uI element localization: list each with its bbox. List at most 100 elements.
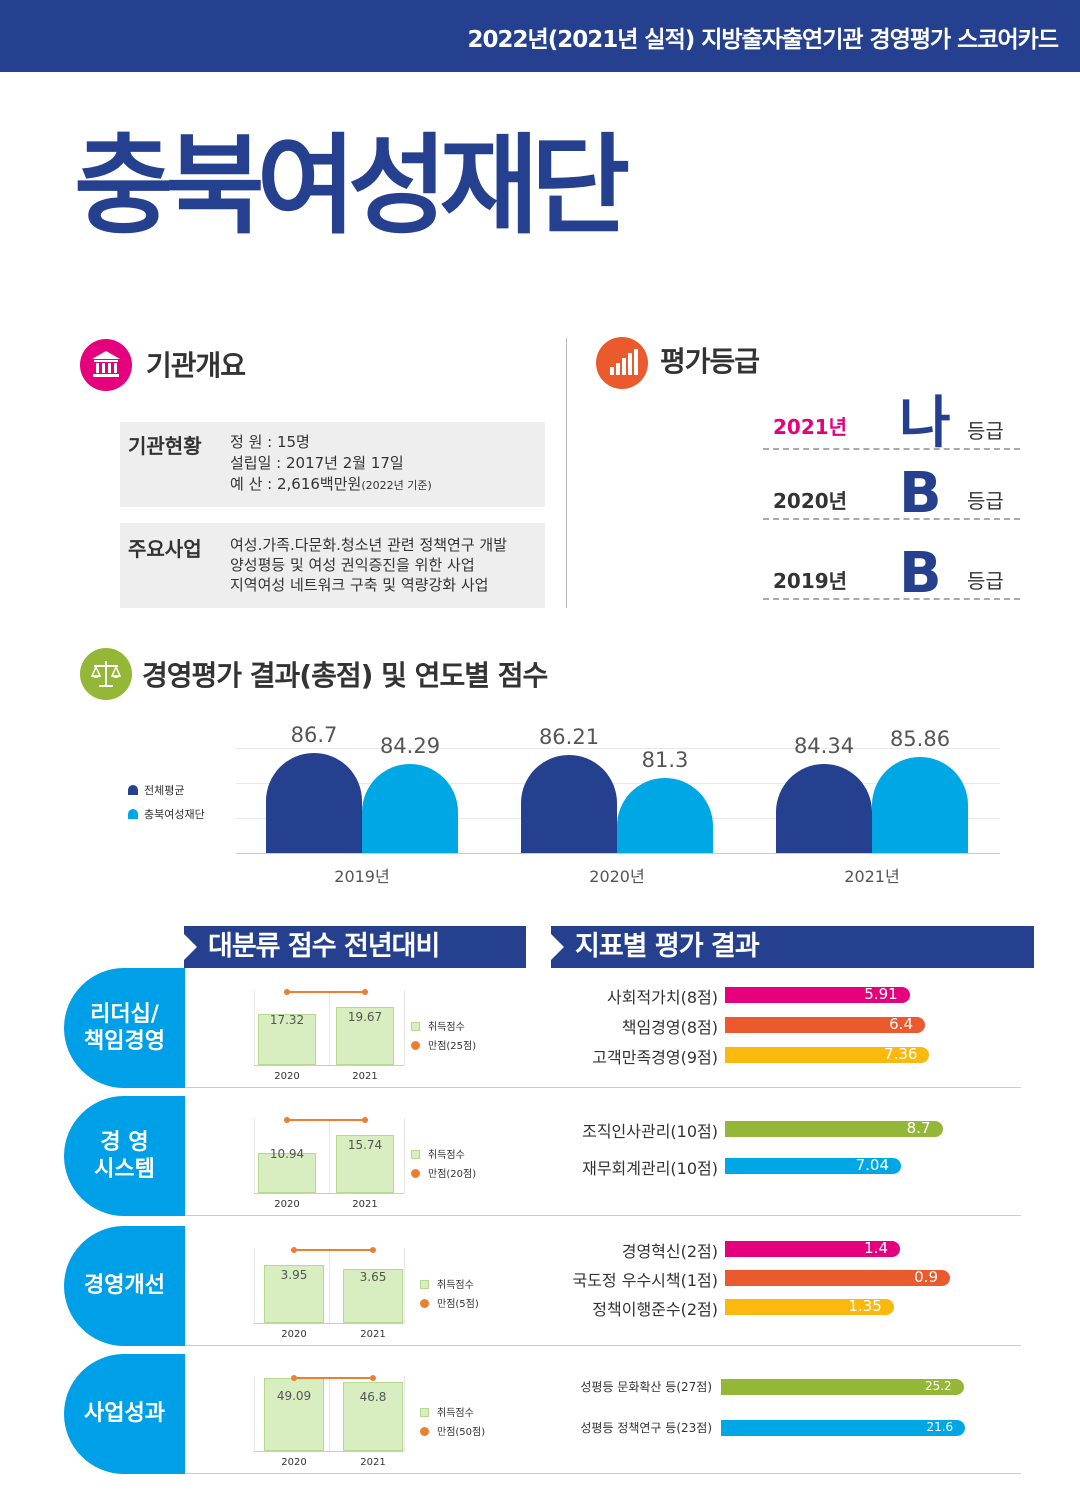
scale-icon (80, 648, 132, 700)
indicator-bar: 1.4 (725, 1239, 900, 1257)
year-label: 2020 (281, 1457, 307, 1468)
year-label: 2021 (360, 1457, 386, 1468)
score-bar (776, 764, 872, 853)
bar-value-label: 81.3 (641, 748, 689, 773)
status-box: 기관현황 정 원 : 15명 설립일 : 2017년 2월 17일 예 산 : … (120, 422, 545, 507)
legend-label: 취득점수 (428, 1150, 465, 1161)
business-item: 여성.가족.다문화.청소년 관련 정책연구 개발 (230, 536, 508, 554)
legend-swatch (128, 785, 138, 795)
indicator-label: 경영혁신(2점) (621, 1242, 718, 1261)
indicator-value: 5.91 (864, 985, 898, 1003)
score-value: 19.67 (347, 1009, 383, 1024)
score-bar (258, 1013, 316, 1065)
score-value: 3.95 (280, 1267, 308, 1282)
max-score-marker (291, 1247, 297, 1253)
mini-chart-grid (329, 1118, 330, 1193)
category-name: 시스템 (94, 1157, 155, 1182)
year-label: 2021 (360, 1329, 386, 1340)
overview-heading: 기관개요 (146, 349, 246, 382)
grade-year: 2021년 (773, 415, 848, 439)
business-item: 양성평등 및 여성 권익증진을 위한 사업 (230, 556, 475, 574)
mini-chart-grid (254, 1248, 255, 1323)
max-score-marker (284, 1117, 290, 1123)
bar-chart-icon (596, 337, 648, 389)
legend-swatch (128, 809, 138, 819)
score-value: 49.09 (276, 1388, 312, 1403)
indicator-value: 8.7 (906, 1119, 931, 1137)
legend-label: 만점(25점) (428, 1041, 477, 1052)
header-bar: 2022년(2021년 실적) 지방출자출연기관 경영평가 스코어카드 (0, 0, 1080, 72)
legend-label: 만점(5점) (437, 1299, 479, 1310)
legend-marker (420, 1427, 429, 1436)
grade-year: 2020년 (773, 489, 848, 513)
score-bar (336, 1006, 394, 1065)
grade-unit: 등급 (967, 489, 1004, 513)
mini-chart-grid (254, 990, 255, 1065)
grade-value: 나 (899, 391, 951, 456)
score-value: 3.65 (359, 1269, 387, 1284)
category-name: 리더십/ (90, 1001, 159, 1027)
legend-swatch (420, 1280, 429, 1289)
score-bar (617, 778, 713, 853)
max-score-marker (370, 1247, 376, 1253)
mini-chart-grid (329, 1248, 330, 1323)
gridline (236, 748, 1000, 749)
status-budget: 예 산 : 2,616백만원(2022년 기준) (230, 475, 432, 493)
grade-value: B (899, 541, 942, 606)
indicator-value: 7.04 (855, 1156, 889, 1174)
indicator-bar: 0.9 (725, 1268, 950, 1286)
header-title: 2022년(2021년 실적) 지방출자출연기관 경영평가 스코어카드 (467, 27, 1059, 53)
max-score-line (294, 1377, 373, 1379)
legend-score: 취득점수 (420, 1404, 474, 1419)
max-score-line (287, 1119, 365, 1121)
x-tick-label: 2020년 (589, 867, 645, 886)
indicator-label: 국도정 우수시책(1점) (572, 1271, 718, 1290)
grade-unit: 등급 (967, 419, 1004, 443)
category-name: 사업성과 (84, 1401, 165, 1427)
indicator-bar: 1.35 (725, 1297, 894, 1315)
legend-marker (411, 1041, 420, 1050)
legend-max: 만점(50점) (420, 1423, 485, 1438)
chart-axis (236, 853, 1000, 854)
indicator-value: 21.6 (926, 1420, 954, 1434)
bar-value-label: 84.34 (793, 734, 855, 759)
grade-row: 2020년 B 등급 (763, 460, 1020, 526)
indicator-label: 조직인사관리(10점) (582, 1122, 718, 1141)
indicator-bar: 7.36 (725, 1045, 930, 1063)
mini-chart-axis (254, 1193, 404, 1194)
x-tick-label: 2021년 (844, 867, 900, 886)
indicator-value: 0.9 (914, 1268, 938, 1286)
year-label: 2021 (352, 1199, 378, 1210)
indicator-label: 사회적가치(8점) (607, 988, 718, 1007)
score-value: 15.74 (347, 1137, 383, 1152)
grade-row: 2019년 B 등급 (763, 540, 1020, 606)
score-bar (264, 1378, 324, 1451)
mini-chart-grid (404, 1376, 405, 1451)
indicator-value: 7.36 (884, 1045, 918, 1063)
max-score-marker (291, 1375, 297, 1381)
mini-chart-grid (404, 1248, 405, 1323)
mini-chart-grid (254, 1118, 255, 1193)
max-score-marker (370, 1375, 376, 1381)
row-separator (185, 1345, 1021, 1346)
legend-score: 취득점수 (411, 1018, 465, 1033)
legend-label: 취득점수 (437, 1408, 474, 1419)
status-founded: 설립일 : 2017년 2월 17일 (230, 454, 404, 472)
category-tab: 경 영 시스템 (64, 1096, 185, 1216)
max-score-line (287, 991, 365, 993)
legend-marker (420, 1299, 429, 1308)
grade-value: B (899, 461, 942, 526)
mini-chart-grid (254, 1376, 255, 1451)
grade-row: 2021년 나 등급 (763, 390, 1020, 456)
indicator-label: 성평등 문화확산 등(27점) (580, 1380, 712, 1394)
score-bar (266, 753, 362, 853)
indicator-label: 성평등 정책연구 등(23점) (580, 1421, 712, 1435)
indicator-label: 재무회계관리(10점) (582, 1159, 718, 1178)
category-name: 책임경영 (84, 1029, 165, 1054)
year-label: 2020 (281, 1329, 307, 1340)
score-bar (336, 1134, 394, 1193)
category-tab: 경영개선 (64, 1226, 185, 1346)
grades-heading: 평가등급 (660, 345, 760, 378)
indicator-bar: 8.7 (725, 1119, 943, 1137)
row-separator (185, 1473, 1021, 1474)
